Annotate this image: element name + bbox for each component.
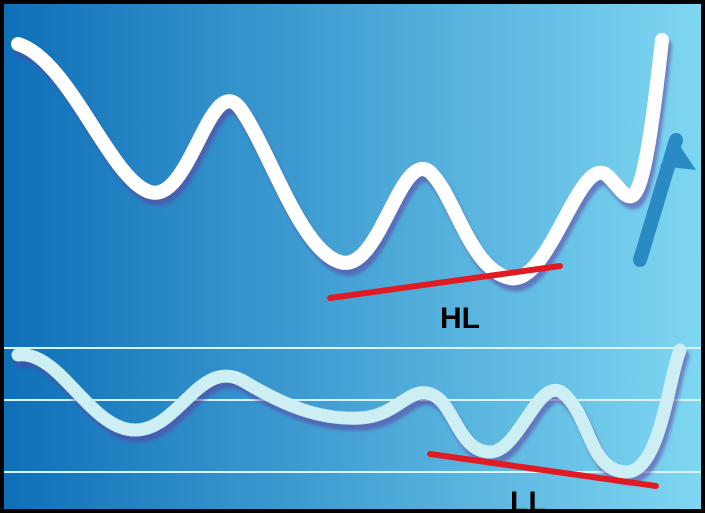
divergence-chart: HL LL xyxy=(0,0,705,513)
chart-svg xyxy=(0,0,705,513)
